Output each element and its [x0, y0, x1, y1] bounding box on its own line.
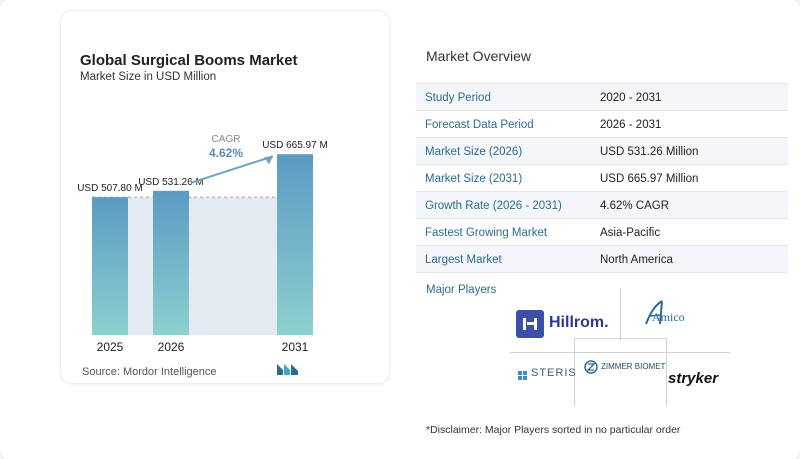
cagr-arrow [190, 155, 274, 184]
overview-row-value: USD 531.26 Million [600, 146, 699, 158]
source-note: Source: Mordor Intelligence [82, 366, 217, 378]
overview-row-key: Growth Rate (2026 - 2031) [425, 200, 562, 212]
hillrom-logo: Hillrom. [516, 310, 609, 343]
overview-row-value: 2026 - 2031 [600, 119, 662, 131]
disclaimer: *Disclaimer: Major Players sorted in no … [426, 424, 681, 436]
overview-row-key: Market Size (2026) [425, 146, 523, 158]
hillrom-label: Hillrom. [549, 314, 609, 331]
overview-row-value: USD 665.97 Million [600, 173, 699, 185]
overview-row: Forecast Data Period 2026 - 2031 [416, 110, 788, 137]
overview-row: Market Size (2031) USD 665.97 Million [416, 164, 788, 191]
steris-icon [518, 371, 527, 380]
zimmer-biomet-icon [584, 360, 598, 374]
overview-row: Growth Rate (2026 - 2031) 4.62% CAGR [416, 191, 788, 218]
overview-row-value: 2020 - 2031 [600, 92, 662, 104]
overview-row-value: 4.62% CAGR [600, 200, 670, 212]
zimmer-biomet-label: ZIMMER BIOMET [601, 362, 666, 371]
overview-row-value: North America [600, 254, 673, 266]
major-players-title: Major Players [426, 284, 497, 296]
stryker-logo: stryker [668, 370, 718, 388]
chart-title: Global Surgical Booms Market [80, 52, 298, 69]
bar-2025 [92, 197, 128, 335]
mordor-logo-icon [277, 364, 298, 375]
overview-row-key: Market Size (2031) [425, 173, 523, 185]
data-label: USD 507.80 M [77, 183, 143, 194]
hillrom-icon [516, 310, 544, 338]
cagr-label: CAGR [212, 134, 241, 145]
bar-2026 [153, 190, 189, 335]
overview-title: Market Overview [426, 48, 532, 64]
market-overview-panel: Market Overview Study Period 2020 - 2031 F… [410, 0, 790, 459]
overview-row-value: Asia-Pacific [600, 227, 661, 239]
cagr-value: 4.62% [209, 146, 243, 160]
overview-row: Fastest Growing Market Asia-Pacific [416, 218, 788, 245]
overview-row-key: Fastest Growing Market [425, 227, 548, 239]
overview-row-key: Largest Market [425, 254, 502, 266]
overview-table-bottom-border [416, 272, 788, 273]
amico-a-icon [645, 300, 663, 325]
steris-label: STERIS [531, 367, 577, 379]
amico-logo: Amico [644, 300, 685, 331]
cagr-arrowhead-icon [264, 156, 273, 165]
bar-chart: USD 507.80 M 2025 USD 531.26 M 2026 USD 665.… [77, 134, 328, 354]
amico-label: Amico [652, 310, 685, 324]
steris-logo: STERIS [518, 367, 576, 386]
overview-row: Study Period 2020 - 2031 [416, 83, 788, 110]
overview-row-key: Forecast Data Period [425, 119, 534, 131]
data-label: USD 531.26 M [138, 177, 204, 188]
overview-row: Largest Market North America [416, 245, 788, 272]
overview-row: Market Size (2026) USD 531.26 Million [416, 137, 788, 164]
stryker-label: stryker [668, 370, 719, 387]
x-tick-label: 2025 [97, 340, 124, 354]
chart-subtitle: Market Size in USD Million [80, 71, 217, 83]
x-tick-label: 2026 [158, 340, 185, 354]
overview-row-key: Study Period [425, 92, 491, 104]
x-tick-label: 2031 [282, 340, 309, 354]
bar-2031 [277, 154, 313, 335]
zimmer-biomet-logo: ZIMMER BIOMET [584, 360, 665, 379]
data-label: USD 665.97 M [262, 140, 328, 151]
baseline-band [92, 197, 313, 335]
